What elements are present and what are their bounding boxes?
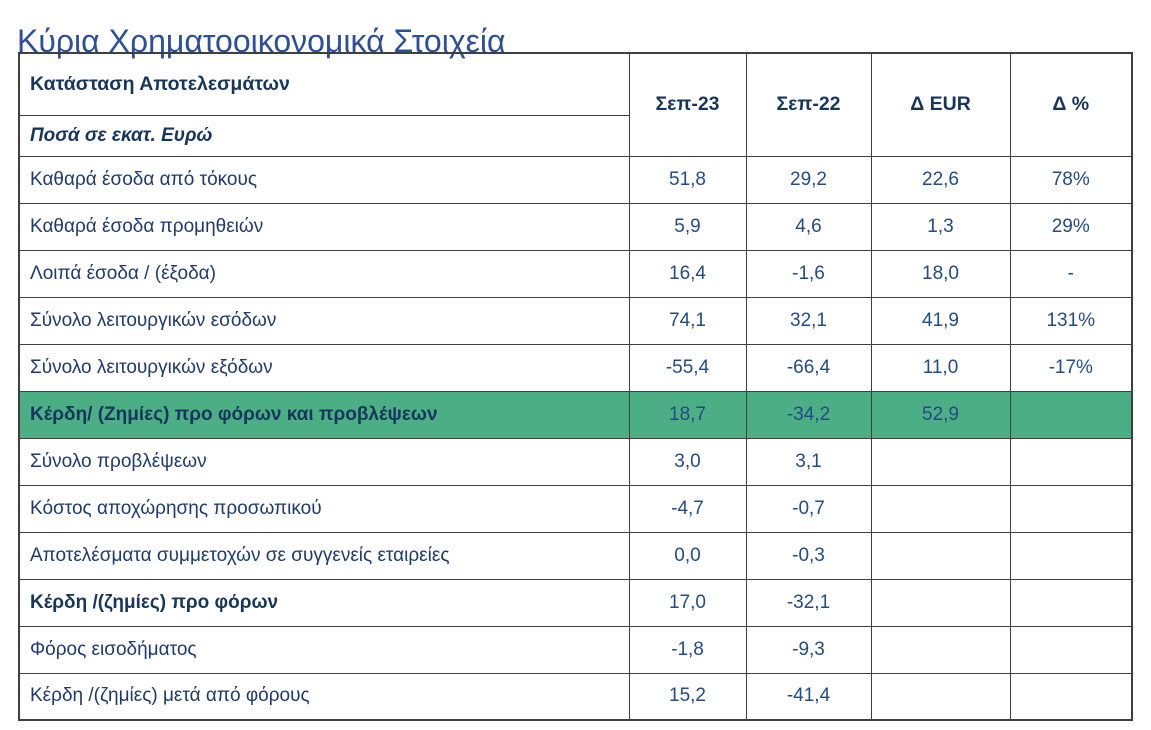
table-row: Φόρος εισοδήματος -1,8 -9,3	[18, 625, 1133, 674]
cell-sep22: -34,2	[745, 390, 872, 439]
row-label: Κέρδη /(ζημίες) μετά από φόρους	[18, 672, 630, 721]
row-label: Κέρδη /(ζημίες) προ φόρων	[18, 578, 630, 627]
cell-delta-pct: -	[1009, 249, 1133, 298]
financials-table: Κατάσταση Αποτελεσμάτων Σεπ-23 Σεπ-22 Δ …	[18, 52, 1133, 721]
row-label: Κέρδη/ (Ζημίες) προ φόρων και προβλέψεων	[18, 390, 630, 439]
cell-sep23: 3,0	[628, 437, 747, 486]
units-subtitle: Ποσά σε εκατ. Ευρώ	[18, 114, 630, 157]
cell-sep23: 74,1	[628, 296, 747, 345]
cell-delta-eur	[870, 531, 1011, 580]
statement-title: Κατάσταση Αποτελεσμάτων	[18, 52, 630, 116]
column-header-delta-pct: Δ %	[1009, 52, 1133, 157]
cell-delta-eur: 41,9	[870, 296, 1011, 345]
cell-delta-pct: 131%	[1009, 296, 1133, 345]
cell-sep23: 16,4	[628, 249, 747, 298]
table-row: Σύνολο λειτουργικών εξόδων -55,4 -66,4 1…	[18, 343, 1133, 392]
cell-delta-eur: 22,6	[870, 155, 1011, 204]
cell-delta-pct	[1009, 531, 1133, 580]
row-label: Κόστος αποχώρησης προσωπικού	[18, 484, 630, 533]
table-row: Κέρδη /(ζημίες) μετά από φόρους 15,2 -41…	[18, 672, 1133, 721]
table-row: Λοιπά έσοδα / (έξοδα) 16,4 -1,6 18,0 -	[18, 249, 1133, 298]
cell-sep22: -0,7	[745, 484, 872, 533]
cell-sep22: 29,2	[745, 155, 872, 204]
cell-sep23: 5,9	[628, 202, 747, 251]
row-label: Σύνολο προβλέψεων	[18, 437, 630, 486]
cell-sep22: 32,1	[745, 296, 872, 345]
table-row: Καθαρά έσοδα από τόκους 51,8 29,2 22,6 7…	[18, 155, 1133, 204]
row-label: Σύνολο λειτουργικών εξόδων	[18, 343, 630, 392]
cell-delta-eur	[870, 484, 1011, 533]
cell-delta-pct: 78%	[1009, 155, 1133, 204]
row-label: Καθαρά έσοδα από τόκους	[18, 155, 630, 204]
table-row: Καθαρά έσοδα προμηθειών 5,9 4,6 1,3 29%	[18, 202, 1133, 251]
cell-delta-pct	[1009, 625, 1133, 674]
row-label: Σύνολο λειτουργικών εσόδων	[18, 296, 630, 345]
cell-sep22: -32,1	[745, 578, 872, 627]
cell-delta-pct	[1009, 578, 1133, 627]
table-row-highlighted: Κέρδη/ (Ζημίες) προ φόρων και προβλέψεων…	[18, 390, 1133, 439]
table-row: Σύνολο προβλέψεων 3,0 3,1	[18, 437, 1133, 486]
cell-delta-pct: -17%	[1009, 343, 1133, 392]
cell-sep22: -41,4	[745, 672, 872, 721]
table-row: Κόστος αποχώρησης προσωπικού -4,7 -0,7	[18, 484, 1133, 533]
cell-sep23: 18,7	[628, 390, 747, 439]
header-row-title: Κατάσταση Αποτελεσμάτων Σεπ-23 Σεπ-22 Δ …	[18, 52, 1133, 157]
cell-sep22: -9,3	[745, 625, 872, 674]
cell-delta-pct	[1009, 437, 1133, 486]
cell-delta-eur: 52,9	[870, 390, 1011, 439]
row-label: Φόρος εισοδήματος	[18, 625, 630, 674]
table-row: Αποτελέσματα συμμετοχών σε συγγενείς ετα…	[18, 531, 1133, 580]
cell-delta-pct	[1009, 390, 1133, 439]
table-row: Σύνολο λειτουργικών εσόδων 74,1 32,1 41,…	[18, 296, 1133, 345]
table-header: Κατάσταση Αποτελεσμάτων Σεπ-23 Σεπ-22 Δ …	[18, 52, 1133, 157]
cell-sep22: -0,3	[745, 531, 872, 580]
cell-sep23: 15,2	[628, 672, 747, 721]
row-label: Λοιπά έσοδα / (έξοδα)	[18, 249, 630, 298]
cell-sep23: -55,4	[628, 343, 747, 392]
table-row-subtotal: Κέρδη /(ζημίες) προ φόρων 17,0 -32,1	[18, 578, 1133, 627]
cell-sep23: 0,0	[628, 531, 747, 580]
row-label: Αποτελέσματα συμμετοχών σε συγγενείς ετα…	[18, 531, 630, 580]
cell-delta-eur: 1,3	[870, 202, 1011, 251]
column-header-delta-eur: Δ EUR	[870, 52, 1011, 157]
cell-delta-eur	[870, 625, 1011, 674]
cell-sep23: -1,8	[628, 625, 747, 674]
cell-delta-pct: 29%	[1009, 202, 1133, 251]
column-header-sep23: Σεπ-23	[628, 52, 747, 157]
cell-delta-pct	[1009, 484, 1133, 533]
cell-sep22: 3,1	[745, 437, 872, 486]
cell-delta-pct	[1009, 672, 1133, 721]
cell-sep22: 4,6	[745, 202, 872, 251]
cell-delta-eur	[870, 672, 1011, 721]
cell-delta-eur	[870, 437, 1011, 486]
cell-sep22: -66,4	[745, 343, 872, 392]
table-body: Καθαρά έσοδα από τόκους 51,8 29,2 22,6 7…	[18, 155, 1133, 721]
cell-delta-eur: 11,0	[870, 343, 1011, 392]
cell-sep22: -1,6	[745, 249, 872, 298]
cell-sep23: 51,8	[628, 155, 747, 204]
header-row-units: Ποσά σε εκατ. Ευρώ	[18, 114, 1132, 157]
cell-delta-eur: 18,0	[870, 249, 1011, 298]
column-header-sep22: Σεπ-22	[745, 52, 872, 157]
cell-delta-eur	[870, 578, 1011, 627]
row-label: Καθαρά έσοδα προμηθειών	[18, 202, 630, 251]
cell-sep23: -4,7	[628, 484, 747, 533]
cell-sep23: 17,0	[628, 578, 747, 627]
